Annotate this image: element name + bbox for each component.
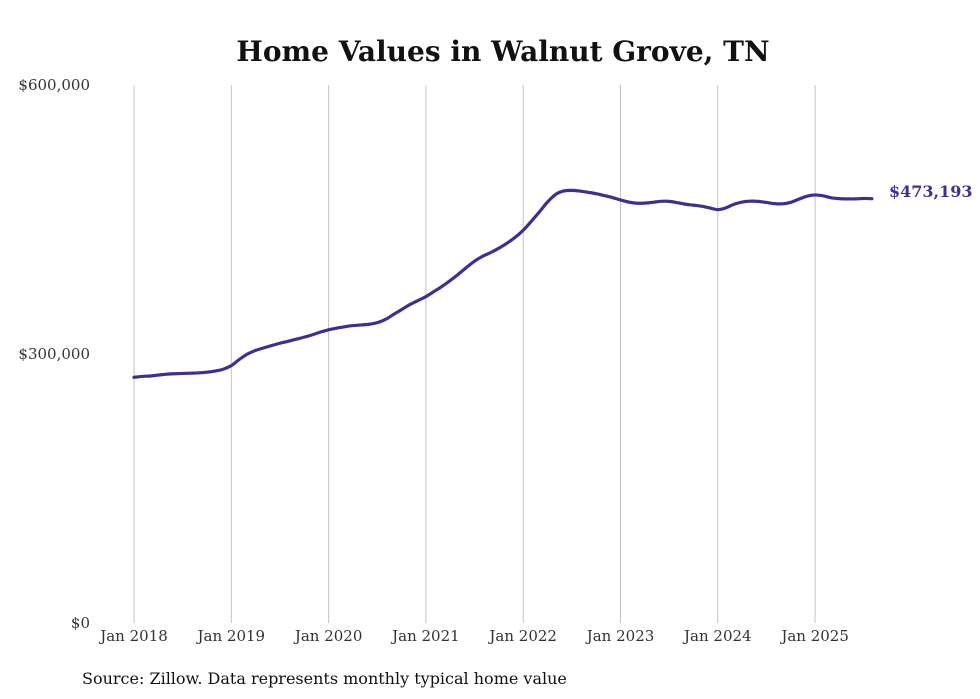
x-tick-label: Jan 2018 bbox=[98, 627, 168, 645]
x-tick-label: Jan 2022 bbox=[487, 627, 557, 645]
y-tick-label: $600,000 bbox=[18, 76, 90, 94]
x-tick-label: Jan 2021 bbox=[390, 627, 460, 645]
end-value-label: $473,193 bbox=[889, 182, 973, 201]
series-line-home-value bbox=[132, 188, 874, 379]
chart-title: Home Values in Walnut Grove, TN bbox=[236, 35, 769, 68]
x-tick-label: Jan 2024 bbox=[682, 627, 752, 645]
y-tick-label: $0 bbox=[71, 614, 90, 632]
x-tick-label: Jan 2023 bbox=[585, 627, 655, 645]
source-note: Source: Zillow. Data represents monthly … bbox=[82, 669, 567, 688]
x-tick-label: Jan 2020 bbox=[293, 627, 363, 645]
x-tick-label: Jan 2019 bbox=[196, 627, 266, 645]
vertical-gridlines bbox=[133, 85, 816, 623]
x-axis-tick-labels: Jan 2018 Jan 2019 Jan 2020 Jan 2021 Jan 2022… bbox=[98, 627, 849, 645]
y-tick-label: $300,000 bbox=[18, 345, 90, 363]
x-tick-label: Jan 2025 bbox=[779, 627, 849, 645]
y-axis-tick-labels: $0 $300,000 $600,000 bbox=[18, 76, 90, 632]
